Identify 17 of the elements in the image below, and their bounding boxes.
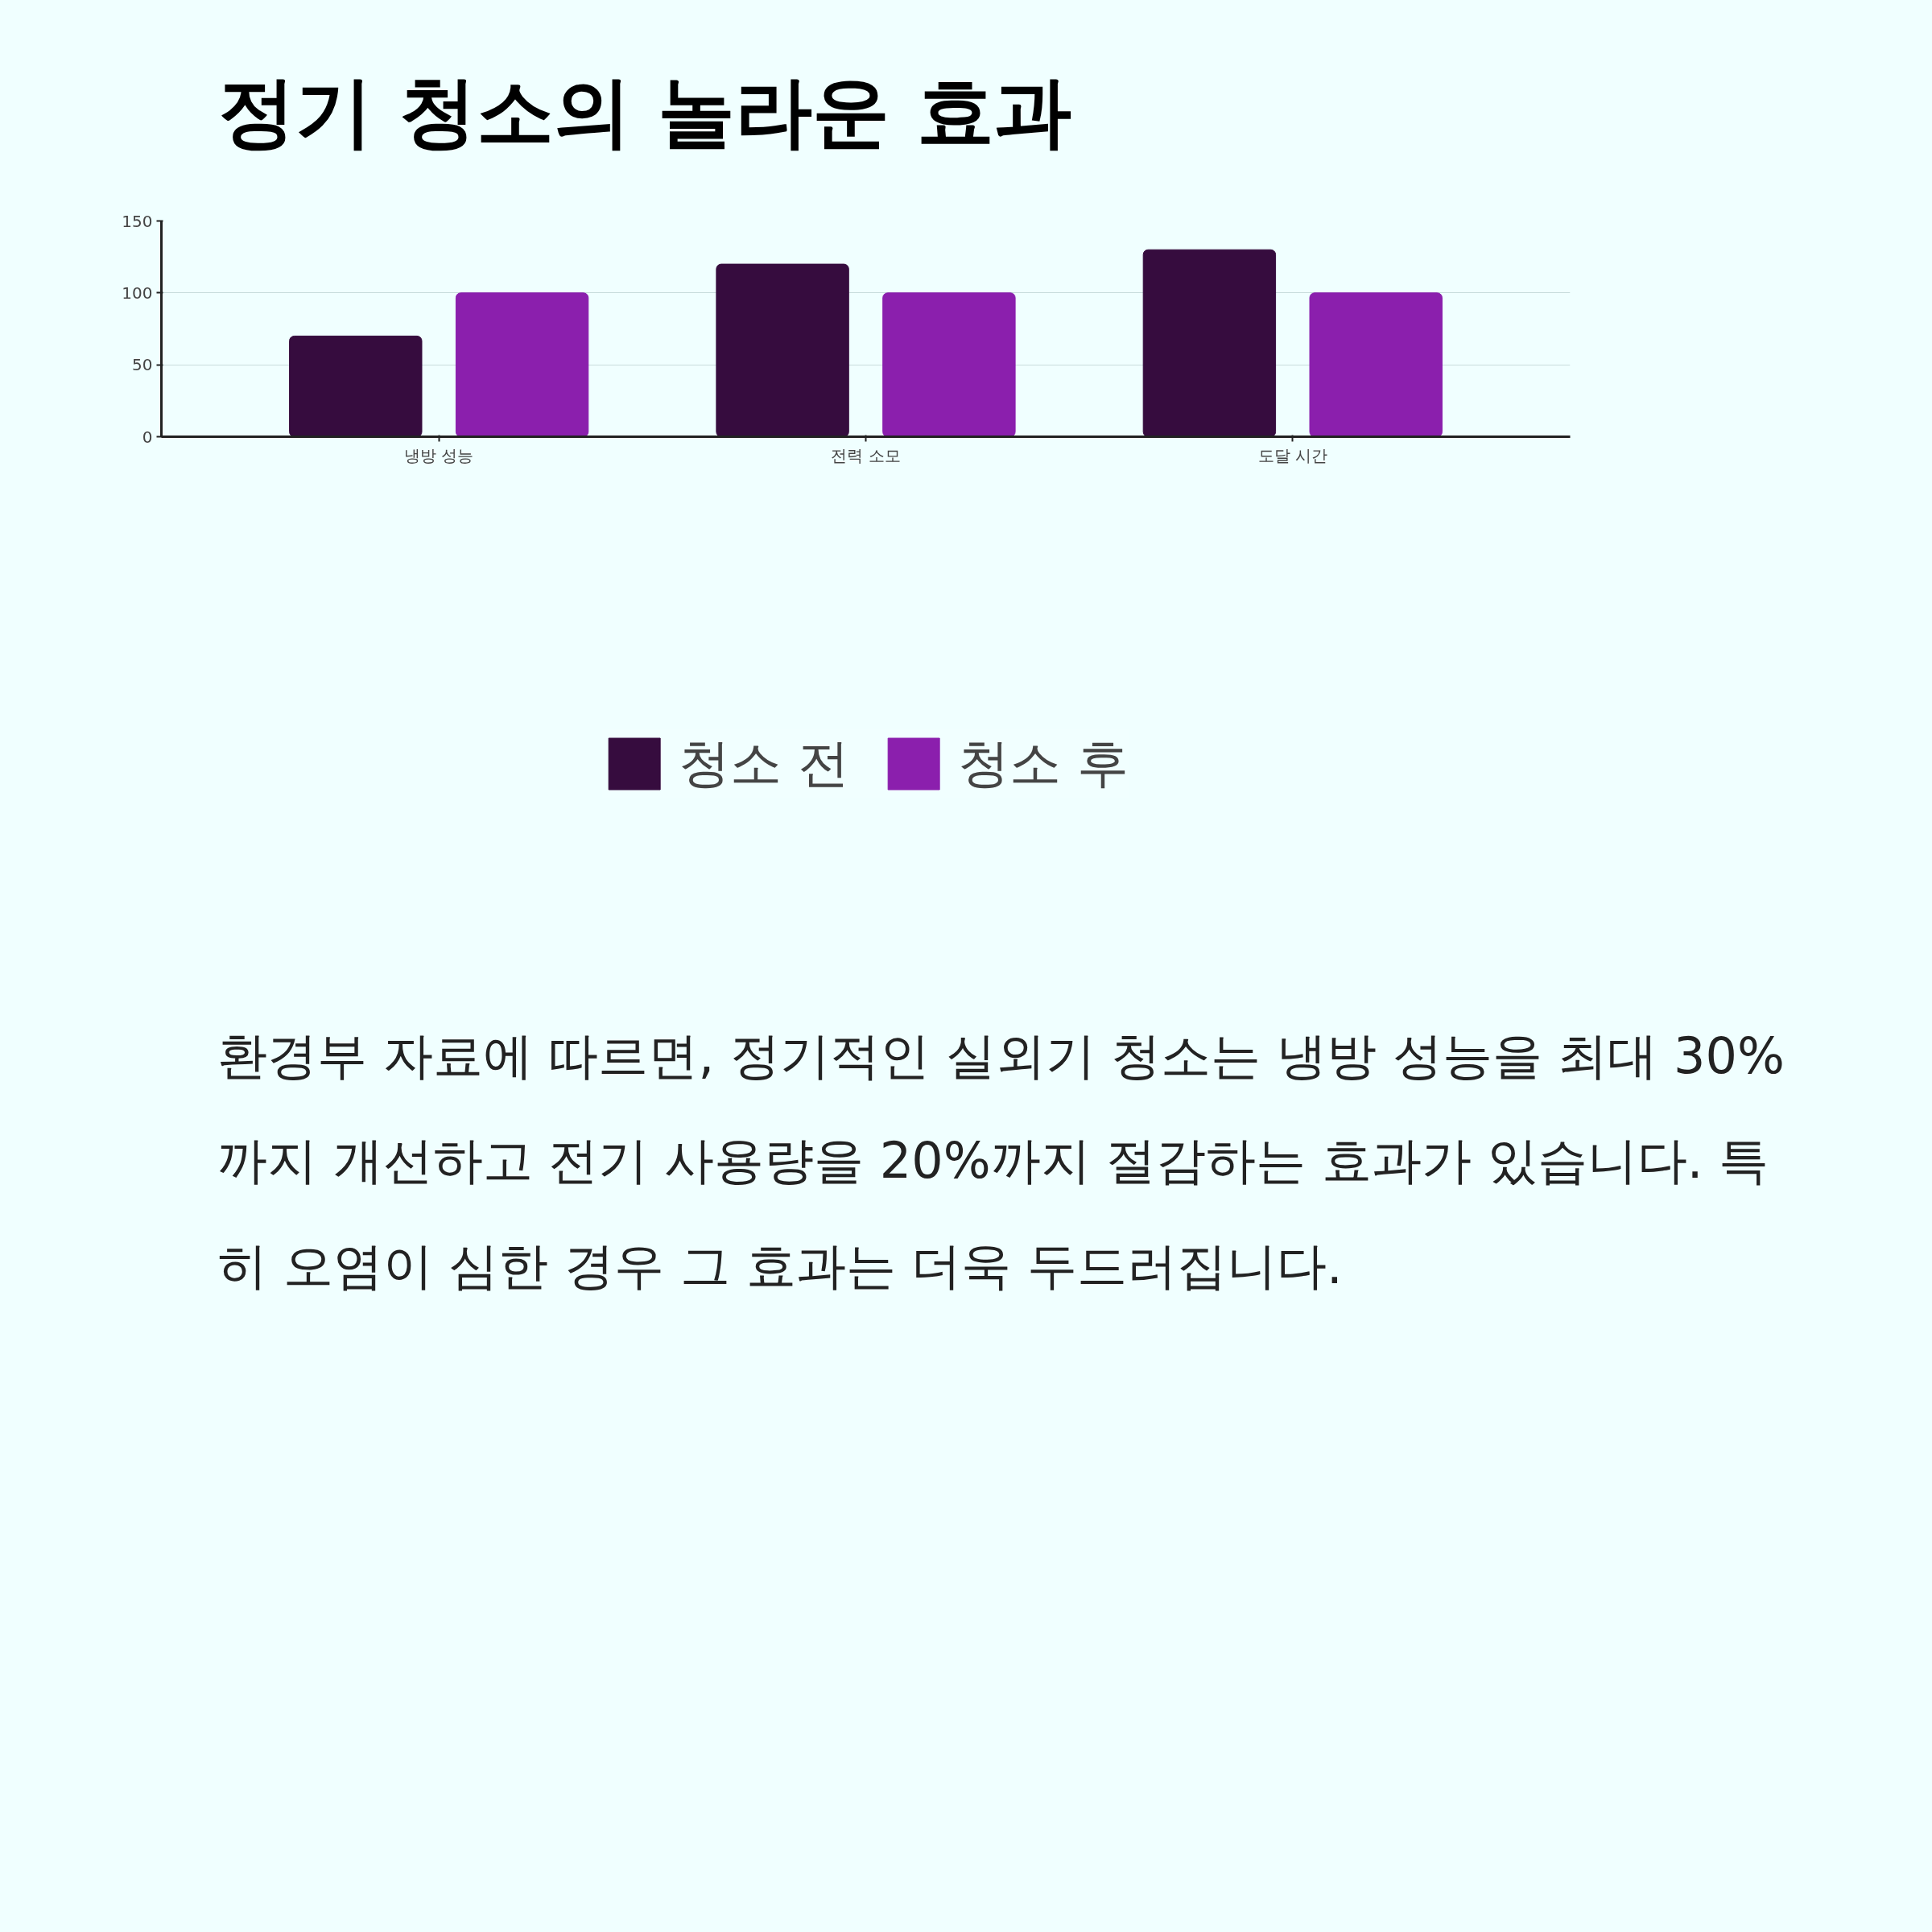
bar	[1142, 249, 1277, 437]
x-tick-label: 도달 시간	[1257, 445, 1327, 465]
y-tick-label: 100	[122, 283, 153, 303]
bar	[1309, 292, 1443, 437]
chart-title: 정기 청소의 놀라운 효과	[217, 66, 1071, 157]
bar	[882, 292, 1016, 437]
bar	[716, 263, 849, 437]
y-tick-label: 0	[142, 427, 153, 447]
x-tick-label: 전력 소모	[831, 445, 901, 465]
legend-label: 청소 전	[678, 732, 849, 795]
text: 환경부 자료에 따르면, 정기적인 실외기 청소는 냉방 성능을 최대 30%까지 개선하고 전기 사용량을 20%까지 절감하는 효과가 있습니다. 특히 오염이 심한 경우 그 효과는 더욱 두드러집니다.	[217, 1026, 1785, 1297]
bar	[289, 335, 423, 437]
bar	[455, 292, 589, 437]
y-tick-label: 150	[122, 211, 153, 231]
x-tick-label: 냉방 성능	[404, 445, 474, 465]
legend-label: 청소 후	[958, 732, 1129, 795]
y-tick-label: 50	[132, 355, 153, 375]
